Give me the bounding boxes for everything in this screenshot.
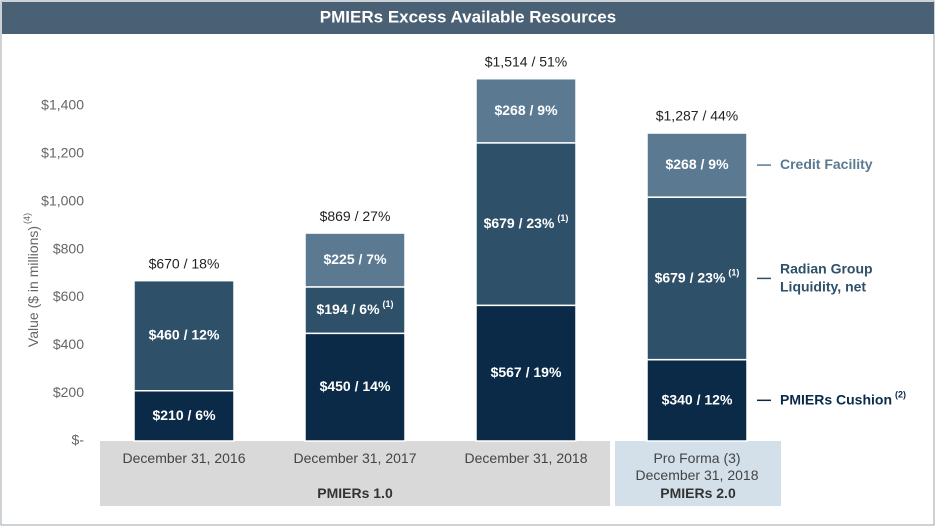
total-label: $1,514 / 51% <box>485 53 568 69</box>
legend-label-line: Liquidity, net <box>780 278 866 294</box>
legend-label-text: Radian Group Liquidity, net <box>780 260 873 294</box>
bar-segment <box>646 196 748 361</box>
value-label-text: $679 / 23% <box>484 215 555 231</box>
value-label-text: $268 / 9% <box>494 101 558 117</box>
legend-label-text: Credit Facility <box>780 156 873 172</box>
legend-label: PMIERs Cushion (2) <box>780 390 906 407</box>
legend-label-line: Radian Group <box>780 260 873 276</box>
bar-segment <box>304 232 406 288</box>
bar-segment <box>304 286 406 335</box>
x-tick-label: December 31, 2018 <box>464 450 588 466</box>
value-label: $460 / 12% <box>149 326 220 342</box>
x-tick-label: December 31, 2017 <box>293 450 417 466</box>
group-label: PMIERs 2.0 <box>660 485 736 501</box>
value-label-text: $194 / 6% <box>316 301 380 317</box>
y-tick-label: $600 <box>53 288 84 304</box>
value-label-text: $567 / 19% <box>491 364 562 380</box>
group-band <box>100 441 610 506</box>
legend-label-note: (2) <box>895 390 906 400</box>
bar-segment <box>133 390 235 442</box>
value-label: $450 / 14% <box>320 378 391 394</box>
y-tick-label: $200 <box>53 384 84 400</box>
value-label: $679 / 23% (1) <box>655 268 740 285</box>
bar-segment <box>475 142 577 307</box>
title-bar <box>2 2 934 34</box>
value-label-text: $460 / 12% <box>149 326 220 342</box>
legend-label: Radian Group Liquidity, net <box>780 260 873 294</box>
y-tick-label: $800 <box>53 240 84 256</box>
y-axis-label-note: (4) <box>22 213 32 224</box>
bar-segment <box>646 132 748 198</box>
y-tick-label: $1,200 <box>41 145 84 161</box>
value-label: $340 / 12% <box>662 391 733 407</box>
value-label: $210 / 6% <box>152 407 216 423</box>
y-tick-label: $1,000 <box>41 192 84 208</box>
y-tick-label: $1,400 <box>41 97 84 113</box>
value-label: $225 / 7% <box>323 251 387 267</box>
y-tick-label: $- <box>72 432 85 448</box>
total-label: $869 / 27% <box>320 208 391 224</box>
value-label-text: $225 / 7% <box>323 251 387 267</box>
value-label-text: $450 / 14% <box>320 378 391 394</box>
value-label-text: $340 / 12% <box>662 391 733 407</box>
total-label: $1,287 / 44% <box>656 108 739 124</box>
x-tick-label: Pro Forma (3) December 31, 2018 <box>635 450 759 483</box>
y-tick-label: $400 <box>53 336 84 352</box>
bar-segment <box>646 358 748 442</box>
value-label: $194 / 6% (1) <box>316 299 393 316</box>
value-label-note: (1) <box>557 213 568 223</box>
legend-label-text: PMIERs Cushion <box>780 391 892 407</box>
bar-segment <box>133 279 235 392</box>
total-label: $670 / 18% <box>149 255 220 271</box>
value-label: $268 / 9% <box>665 156 729 172</box>
value-label-note: (1) <box>728 268 739 278</box>
legend-label: Credit Facility <box>780 156 873 172</box>
value-label: $268 / 9% <box>494 101 558 117</box>
chart-title: PMIERs Excess Available Resources <box>320 7 616 26</box>
value-label: $679 / 23% (1) <box>484 213 569 230</box>
x-tick-label: December 31, 2016 <box>122 450 246 466</box>
value-label-note: (1) <box>383 299 394 309</box>
y-axis-label-text: Value ($ in millions) <box>25 226 41 347</box>
group-band <box>615 441 781 506</box>
value-label-text: $210 / 6% <box>152 407 216 423</box>
value-label-text: $679 / 23% <box>655 269 726 285</box>
value-label-text: $268 / 9% <box>665 156 729 172</box>
group-label: PMIERs 1.0 <box>317 485 393 501</box>
y-axis-label: Value ($ in millions) (4) <box>22 213 40 347</box>
bar-segment <box>475 77 577 144</box>
value-label: $567 / 19% <box>491 364 562 380</box>
